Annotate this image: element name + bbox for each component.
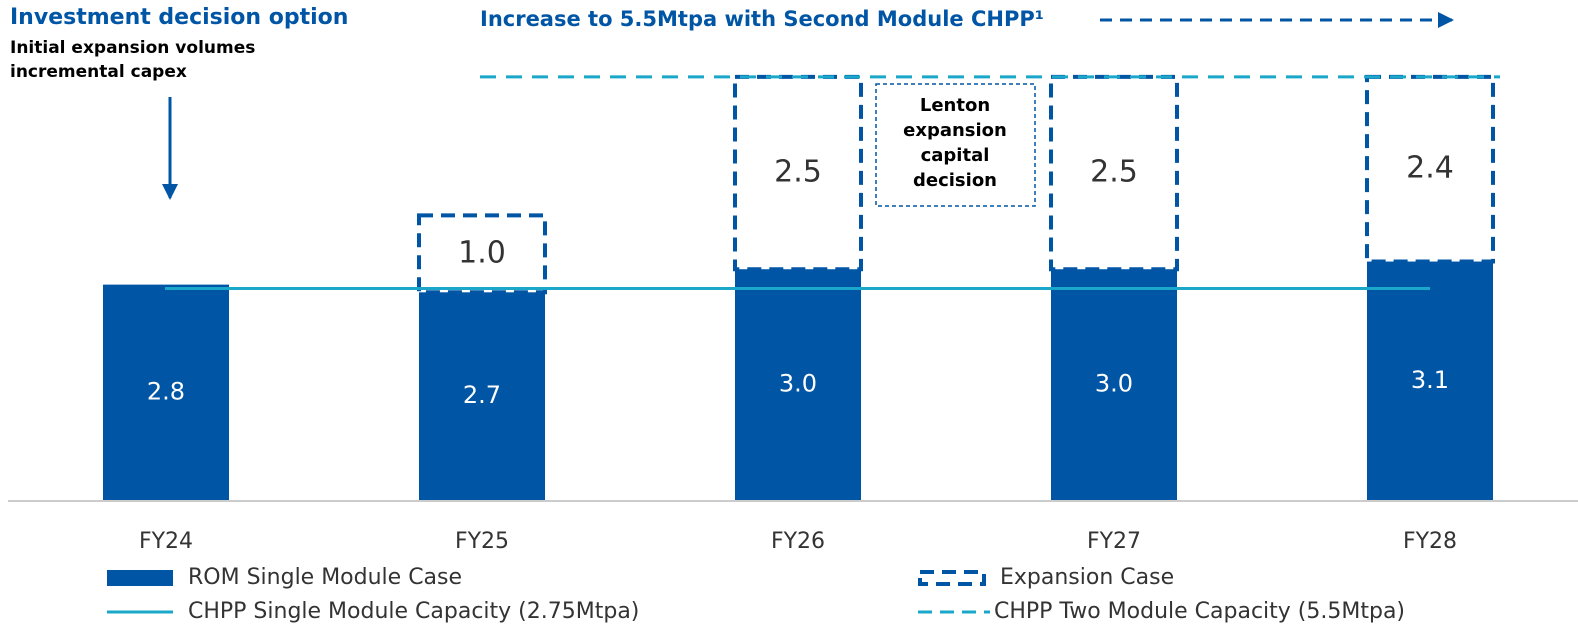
annotation-title: Investment decision option [10, 5, 348, 30]
annotation-text: capital [921, 145, 990, 166]
x-tick-label: FY27 [1087, 529, 1141, 554]
data-label: 2.4 [1406, 151, 1454, 186]
bar [1051, 269, 1177, 500]
data-label: 2.7 [463, 381, 501, 409]
bar [1367, 261, 1493, 500]
annotation-text: decision [913, 170, 997, 191]
data-label: 1.0 [458, 235, 506, 270]
data-label: 3.0 [1095, 370, 1133, 398]
annotation-box [875, 83, 1036, 207]
legend-label: Expansion Case [1000, 565, 1174, 590]
data-label: 2.5 [774, 155, 822, 190]
x-tick-label: FY24 [139, 529, 193, 554]
bar [417, 213, 547, 295]
data-label: 2.8 [147, 377, 185, 405]
x-tick-label: FY25 [455, 529, 509, 554]
legend-label: CHPP Two Module Capacity (5.5Mtpa) [994, 599, 1405, 624]
data-label: 3.0 [779, 370, 817, 398]
data-label: 3.1 [1411, 366, 1449, 394]
x-tick-label: FY28 [1403, 529, 1457, 554]
legend-label: CHPP Single Module Capacity (2.75Mtpa) [188, 599, 639, 624]
bar [103, 284, 229, 500]
data-label: 2.5 [1090, 155, 1138, 190]
bar [735, 269, 861, 500]
legend-label: ROM Single Module Case [188, 565, 462, 590]
annotation-text: expansion [903, 120, 1007, 141]
bar [1365, 74, 1495, 264]
annotation-title: Increase to 5.5Mtpa with Second Module C… [480, 7, 1044, 31]
bar [733, 74, 863, 272]
bar [1049, 74, 1179, 272]
annotation-text: Lenton [920, 95, 990, 116]
annotation-text: Initial expansion volumes [10, 38, 255, 58]
x-tick-label: FY26 [771, 529, 825, 554]
legend-swatch [918, 570, 986, 586]
bar [419, 292, 545, 500]
legend-swatch [107, 570, 173, 586]
annotation-text: incremental capex [10, 62, 187, 82]
